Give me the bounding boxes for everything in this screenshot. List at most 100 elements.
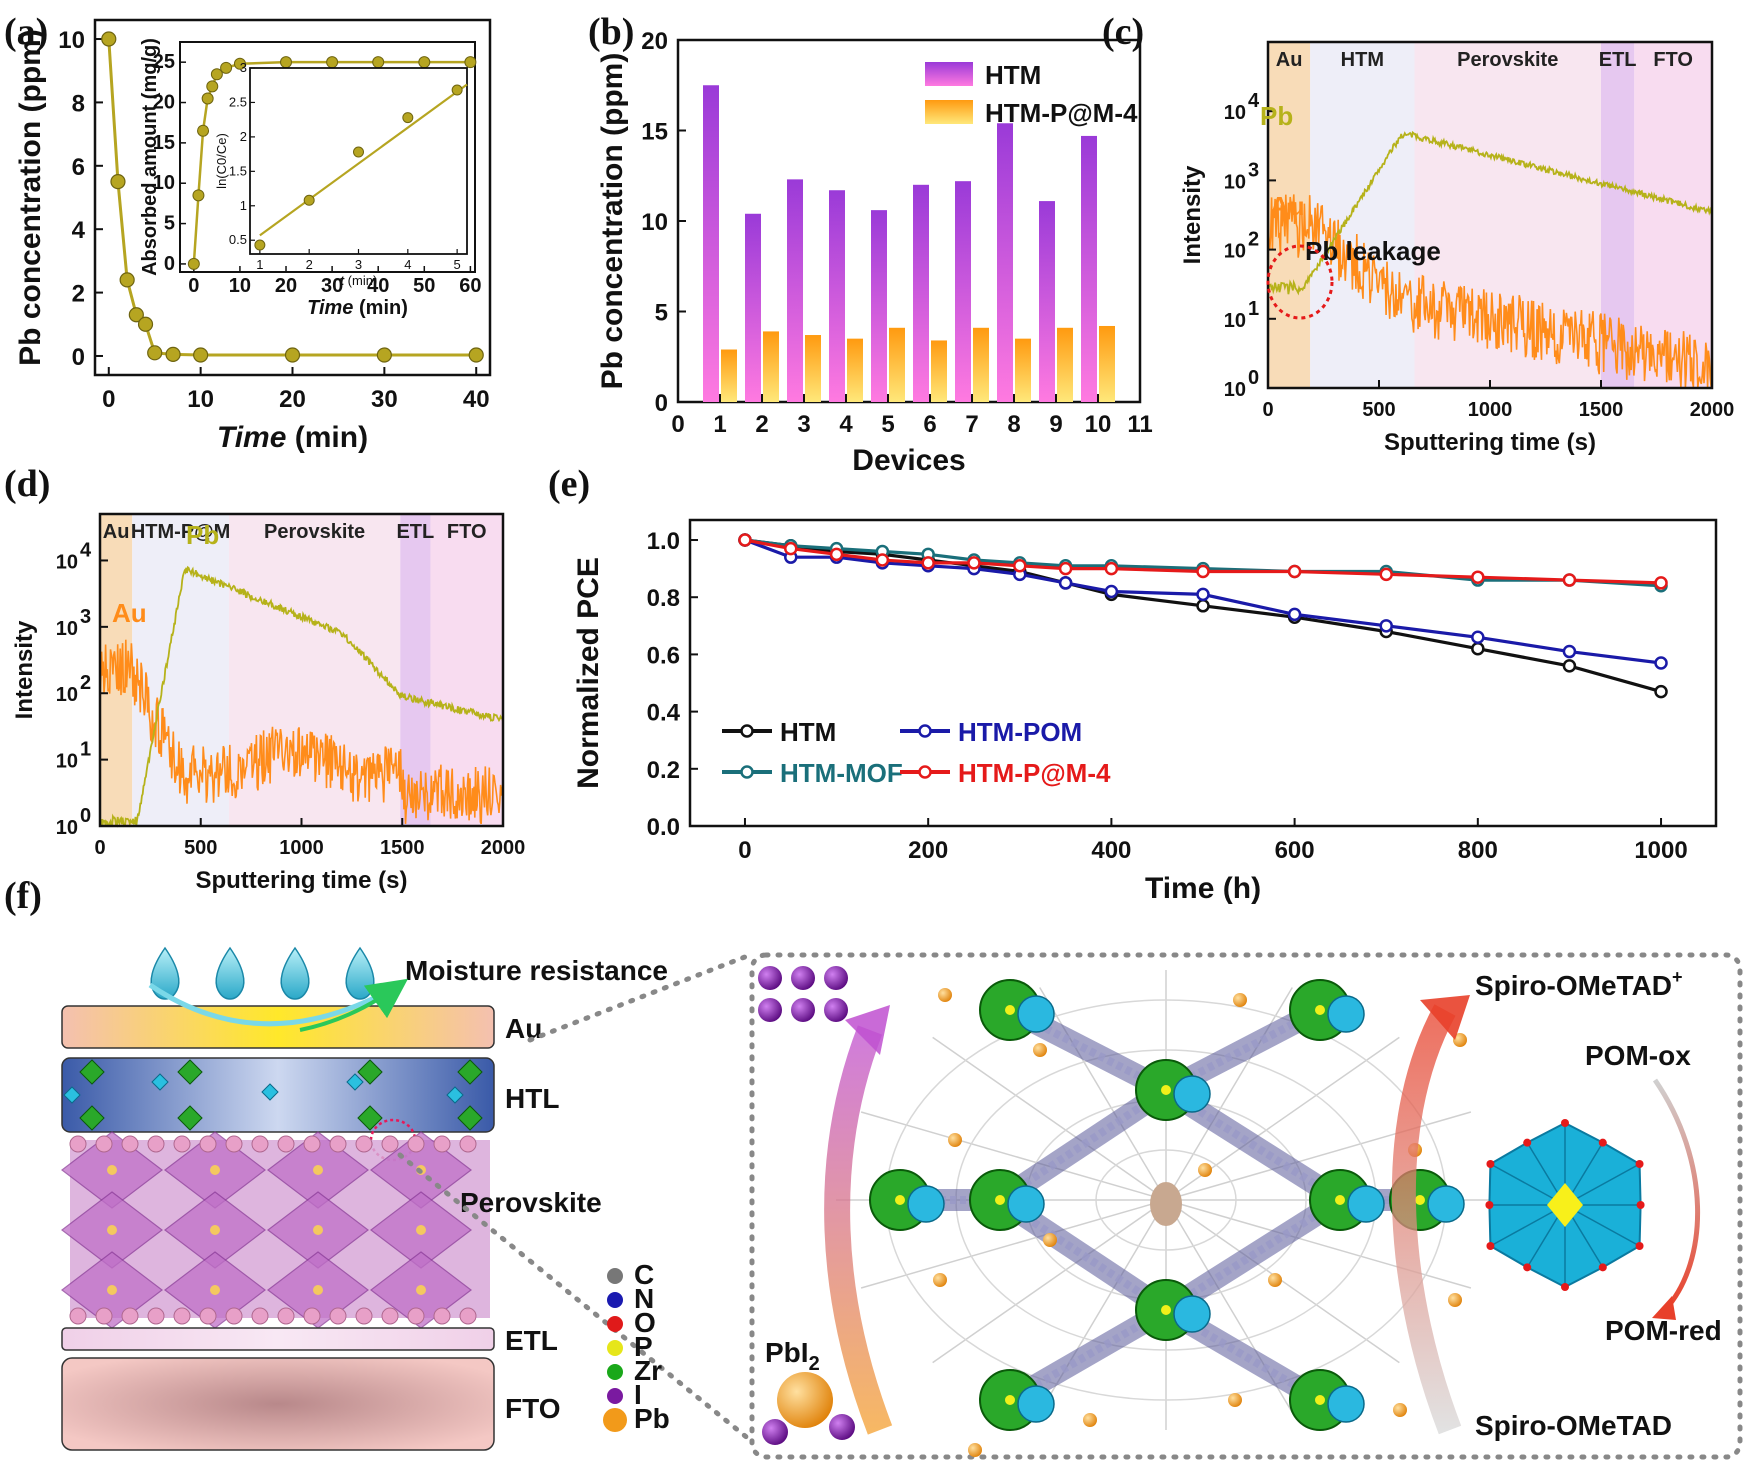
y-tick-label: 0 (655, 390, 668, 417)
zr-cluster-icon (457, 1059, 483, 1085)
iodide-ball (303, 1135, 321, 1153)
x-tick-label: 10 (187, 386, 214, 413)
legend-marker (918, 724, 932, 738)
legend-label-htm: HTM (985, 60, 1041, 90)
spider-icon (1150, 1182, 1182, 1226)
x-tick-label: 0 (94, 837, 105, 859)
p-center-dot (1315, 1005, 1325, 1015)
pb-ion-ball (1033, 1043, 1047, 1057)
inset2-point (303, 194, 315, 206)
bar-htm-pm4 (973, 327, 989, 402)
p-center-dot (1415, 1195, 1425, 1205)
oxygen-dot (1561, 1283, 1569, 1291)
y-tick-exponent: 3 (80, 606, 91, 628)
y-tick-exponent: 2 (1248, 229, 1259, 251)
panel-e-chart: 0 200 400 600 800 1000 0.0 0.2 0.4 0.6 0.8 1.0 Time … (572, 518, 1718, 905)
pb-ion-ball (1453, 1033, 1467, 1047)
bar-htm (1039, 201, 1055, 402)
x-tick-label: 3 (797, 411, 810, 438)
legend-swatch-htm-pm4 (925, 100, 973, 124)
fto-layer (61, 1357, 495, 1451)
series-point (1104, 584, 1119, 599)
inset-x-tick-label: 10 (229, 275, 251, 297)
y-tick-label: 10 (1224, 241, 1246, 263)
y-tick-label: 10 (56, 618, 78, 640)
x-tick-label: 10 (1085, 411, 1112, 438)
element-label: Pb (634, 1403, 670, 1434)
oxygen-dot (1486, 1242, 1495, 1250)
series-point (1471, 570, 1485, 584)
oxygen-dot (1636, 1201, 1645, 1209)
water-drop-icon (280, 946, 310, 1000)
y-axis-title: Normalized PCE (572, 557, 605, 789)
inset-x-tick-label: 60 (459, 275, 481, 297)
inset-x-tick-label: 20 (275, 275, 297, 297)
x-tick-label: 0 (671, 411, 684, 438)
bar-htm-pm4 (889, 327, 905, 402)
series-point (1471, 630, 1485, 645)
spiro-plus-sup: + (1672, 967, 1683, 987)
iodide-ball-icon (824, 998, 848, 1022)
inset-y-tick-label: 25 (153, 51, 175, 73)
region-band (1634, 42, 1712, 388)
inset-y-tick-label: 15 (153, 132, 175, 154)
p-center-dot (1315, 1395, 1325, 1405)
pb-ion-ball (1083, 1413, 1097, 1427)
y-axis-title: Pb concentration (ppm) (14, 29, 47, 366)
x-tick-label: 1 (713, 411, 726, 438)
pom-edge (1490, 1163, 1566, 1206)
series-point (1379, 567, 1393, 582)
pom-cluster-icon (1173, 1295, 1211, 1333)
uptake-arrow-body (824, 1025, 893, 1435)
zr-cluster-icon (357, 1059, 383, 1085)
series-label-au: Au (1270, 191, 1305, 221)
panel-label: (e) (548, 463, 590, 505)
inset2-y-tick-label: 3 (240, 60, 247, 75)
leakage-circle (1266, 244, 1334, 320)
inset-x-title: Time (min) (307, 297, 408, 319)
iodide-ball (225, 1307, 243, 1325)
iodide-ball (69, 1135, 87, 1153)
x-axis-title-unit: (min) (286, 421, 368, 454)
pom-cluster-icon (346, 1073, 364, 1091)
element-label: N (634, 1283, 654, 1314)
x-tick-label: 500 (1362, 399, 1395, 421)
oxygen-dot (1523, 1138, 1532, 1147)
legend-label: HTM (780, 717, 836, 747)
bar-htm (829, 190, 845, 402)
y-tick-label: 0.8 (647, 585, 680, 612)
iodide-ball-icon (791, 966, 815, 990)
region-band (430, 514, 503, 826)
pom-edge (1490, 1204, 1566, 1247)
bar-htm (997, 123, 1013, 402)
bar-htm-pm4 (1015, 338, 1031, 402)
panel-label: (b) (588, 11, 634, 53)
web-radial (932, 1199, 1167, 1364)
pom-cluster-icon (1347, 1185, 1385, 1223)
iodide-ball (277, 1307, 295, 1325)
pb-center-dot (107, 1225, 117, 1235)
y-tick-label: 10 (56, 684, 78, 706)
oxidation-arrow-body (1391, 1004, 1462, 1435)
x-tick-label: 20 (279, 386, 306, 413)
iodide-ball (173, 1135, 191, 1153)
series-point (1196, 599, 1210, 613)
iodide-ball (381, 1135, 399, 1153)
bar-htm (745, 213, 761, 402)
pom-cluster-icon (1017, 1385, 1055, 1423)
p-center-dot (1005, 1395, 1015, 1405)
data-point (128, 307, 144, 323)
linker-detail (997, 1086, 1169, 1204)
x-tick-label: 1000 (1468, 399, 1513, 421)
iodide-ball-icon (758, 998, 782, 1022)
region-label: Perovskite (1457, 49, 1558, 71)
legend-label-htm-pm4: HTM-P@M-4 (985, 98, 1138, 128)
y-tick-label: 10 (56, 751, 78, 773)
y-axis-title: Intensity (11, 620, 38, 719)
x-tick-label: 1000 (279, 837, 324, 859)
inset-point (280, 56, 293, 69)
inset-point (418, 56, 431, 69)
zr-cluster-icon (79, 1105, 105, 1131)
y-tick-label: 10 (1224, 171, 1246, 193)
pbi2-i-ball (762, 1419, 788, 1445)
